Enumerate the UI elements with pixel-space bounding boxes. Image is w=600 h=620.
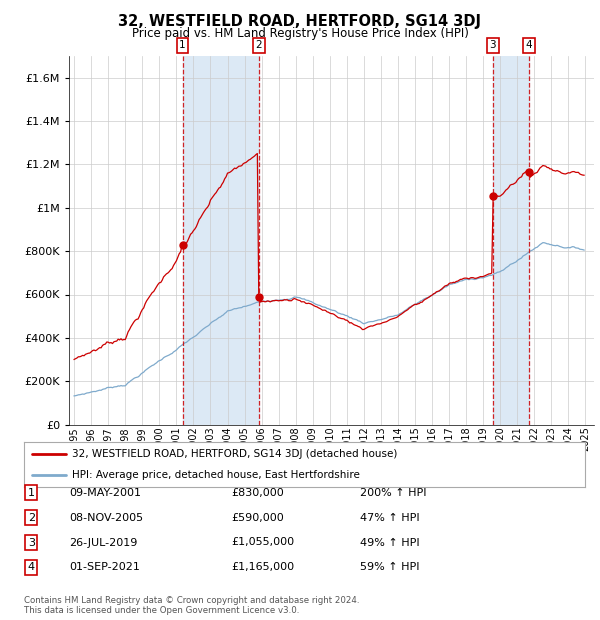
Text: 1: 1	[28, 488, 35, 498]
Text: 4: 4	[28, 562, 35, 572]
Text: 1: 1	[179, 40, 186, 50]
Bar	[182, 56, 259, 425]
Text: 32, WESTFIELD ROAD, HERTFORD, SG14 3DJ (detached house): 32, WESTFIELD ROAD, HERTFORD, SG14 3DJ (…	[71, 449, 397, 459]
Text: Contains HM Land Registry data © Crown copyright and database right 2024.
This d: Contains HM Land Registry data © Crown c…	[24, 596, 359, 615]
Text: 26-JUL-2019: 26-JUL-2019	[69, 538, 137, 547]
Text: 49% ↑ HPI: 49% ↑ HPI	[360, 538, 419, 547]
Text: 4: 4	[526, 40, 532, 50]
Text: 2: 2	[28, 513, 35, 523]
Text: 59% ↑ HPI: 59% ↑ HPI	[360, 562, 419, 572]
Text: 47% ↑ HPI: 47% ↑ HPI	[360, 513, 419, 523]
Text: £830,000: £830,000	[231, 488, 284, 498]
Text: 08-NOV-2005: 08-NOV-2005	[69, 513, 143, 523]
Text: 32, WESTFIELD ROAD, HERTFORD, SG14 3DJ: 32, WESTFIELD ROAD, HERTFORD, SG14 3DJ	[119, 14, 482, 29]
Text: £590,000: £590,000	[231, 513, 284, 523]
Text: 09-MAY-2001: 09-MAY-2001	[69, 488, 141, 498]
Text: 200% ↑ HPI: 200% ↑ HPI	[360, 488, 427, 498]
Text: £1,165,000: £1,165,000	[231, 562, 294, 572]
Text: Price paid vs. HM Land Registry's House Price Index (HPI): Price paid vs. HM Land Registry's House …	[131, 27, 469, 40]
Bar	[493, 56, 529, 425]
Text: £1,055,000: £1,055,000	[231, 538, 294, 547]
Text: 3: 3	[490, 40, 496, 50]
Text: 01-SEP-2021: 01-SEP-2021	[69, 562, 140, 572]
Text: 3: 3	[28, 538, 35, 547]
Text: HPI: Average price, detached house, East Hertfordshire: HPI: Average price, detached house, East…	[71, 469, 359, 480]
Text: 2: 2	[256, 40, 262, 50]
